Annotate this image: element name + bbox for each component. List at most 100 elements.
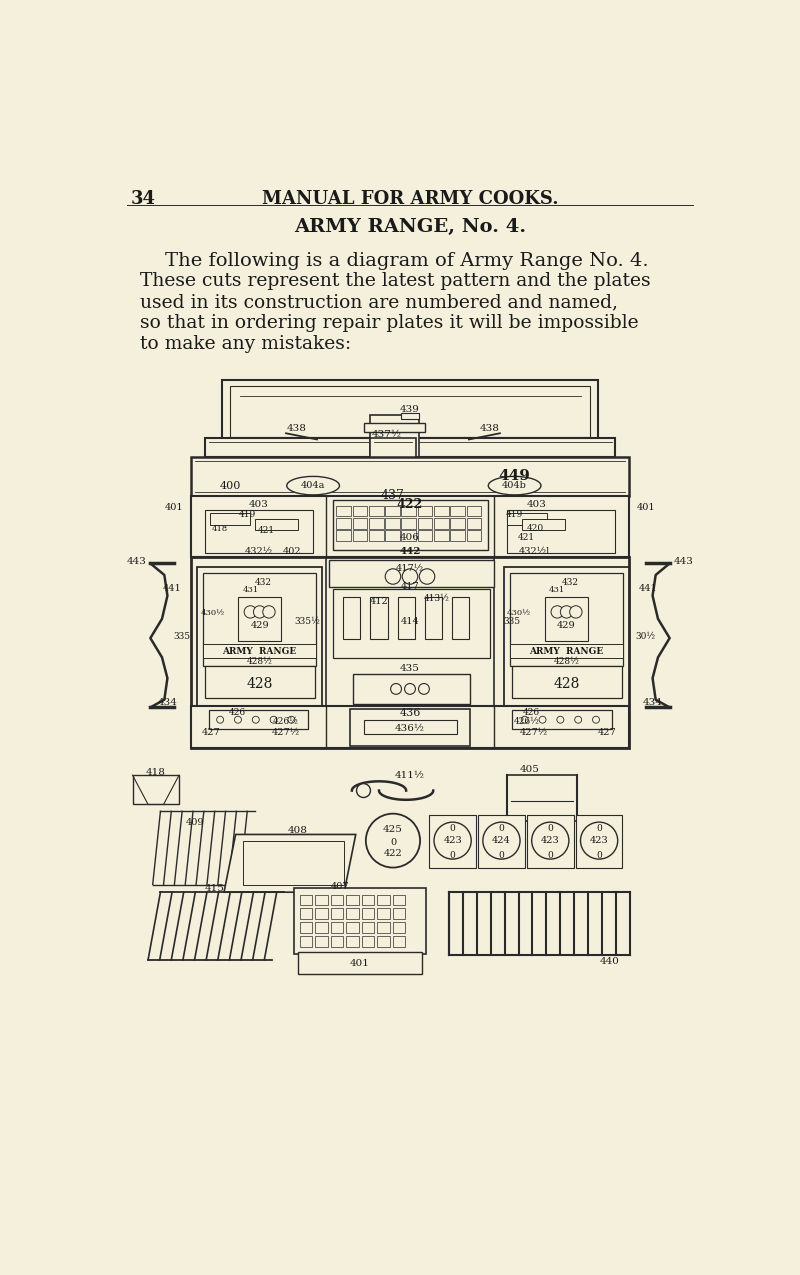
Text: ARMY  RANGE: ARMY RANGE — [530, 646, 604, 655]
Bar — [362, 922, 374, 933]
Text: 335½: 335½ — [294, 617, 320, 626]
Bar — [370, 437, 416, 527]
Text: 335: 335 — [503, 617, 520, 626]
Text: 439: 439 — [400, 405, 420, 414]
Bar — [346, 908, 359, 919]
Text: 424: 424 — [492, 836, 511, 845]
Text: 421: 421 — [518, 533, 535, 542]
Bar — [336, 518, 351, 529]
Text: 438: 438 — [287, 425, 306, 434]
Text: 0: 0 — [450, 824, 455, 833]
Bar — [343, 597, 361, 639]
Bar — [331, 936, 343, 947]
Text: 401: 401 — [350, 959, 370, 968]
Circle shape — [252, 717, 259, 723]
Text: 429: 429 — [558, 621, 576, 630]
Circle shape — [386, 569, 401, 584]
Text: to make any mistakes:: to make any mistakes: — [140, 335, 351, 353]
Bar — [507, 513, 547, 525]
Bar — [353, 530, 367, 541]
Bar — [364, 422, 425, 432]
Text: These cuts represent the latest pattern and the plates: These cuts represent the latest pattern … — [140, 273, 651, 291]
Text: 438: 438 — [480, 425, 500, 434]
Bar — [346, 936, 359, 947]
Circle shape — [288, 717, 295, 723]
Bar — [331, 895, 343, 905]
Text: 426: 426 — [229, 708, 246, 717]
Bar — [402, 518, 416, 529]
Text: 437½: 437½ — [372, 430, 402, 439]
Bar — [398, 597, 414, 639]
Text: 0: 0 — [450, 850, 455, 859]
Bar — [362, 908, 374, 919]
Bar — [401, 413, 419, 419]
Circle shape — [570, 606, 582, 618]
Bar — [370, 597, 387, 639]
Circle shape — [551, 606, 563, 618]
Text: 436½: 436½ — [395, 724, 425, 733]
Circle shape — [574, 717, 582, 723]
Circle shape — [217, 717, 224, 723]
Text: 417½: 417½ — [396, 565, 424, 574]
Text: 428: 428 — [554, 677, 580, 691]
Bar — [191, 706, 629, 748]
Text: 0: 0 — [498, 850, 504, 859]
Text: 419: 419 — [238, 510, 256, 519]
Bar — [298, 952, 422, 974]
Text: The following is a diagram of Army Range No. 4.: The following is a diagram of Army Range… — [140, 251, 649, 269]
Text: 401: 401 — [165, 502, 184, 511]
Bar — [362, 936, 374, 947]
Text: 443: 443 — [674, 557, 694, 566]
Circle shape — [402, 569, 418, 584]
Text: 431: 431 — [549, 586, 566, 594]
Text: 413½: 413½ — [424, 594, 450, 603]
Text: ARMY RANGE, No. 4.: ARMY RANGE, No. 4. — [294, 218, 526, 236]
Text: 335: 335 — [174, 632, 190, 641]
Text: 400: 400 — [219, 481, 241, 491]
Text: used in its construction are numbered and named,: used in its construction are numbered an… — [140, 293, 618, 311]
Bar — [362, 895, 374, 905]
Bar — [210, 513, 250, 525]
Text: MANUAL FOR ARMY COOKS.: MANUAL FOR ARMY COOKS. — [262, 190, 558, 208]
Bar — [205, 666, 314, 699]
Text: 427: 427 — [202, 728, 220, 737]
Bar — [466, 518, 482, 529]
Bar — [466, 506, 482, 516]
Bar — [386, 530, 400, 541]
Bar — [222, 380, 598, 444]
Text: 408: 408 — [288, 826, 307, 835]
Bar — [507, 510, 615, 552]
Text: 0: 0 — [390, 838, 396, 847]
Bar — [452, 597, 469, 639]
Text: 402: 402 — [283, 547, 302, 556]
Bar — [191, 458, 629, 496]
Bar — [353, 506, 367, 516]
Text: 432½: 432½ — [245, 547, 273, 556]
Bar — [369, 506, 384, 516]
Text: 425: 425 — [383, 825, 403, 834]
Text: 415: 415 — [205, 884, 225, 892]
Text: 437: 437 — [381, 490, 405, 502]
Bar — [378, 895, 390, 905]
Bar — [334, 589, 490, 658]
Text: so that in ordering repair plates it will be impossible: so that in ordering repair plates it wil… — [140, 314, 639, 332]
Text: ARMY  RANGE: ARMY RANGE — [222, 646, 297, 655]
Circle shape — [244, 606, 257, 618]
Text: 431: 431 — [242, 586, 258, 594]
Bar — [205, 437, 615, 458]
Text: 428: 428 — [246, 677, 273, 691]
Circle shape — [539, 717, 546, 723]
Circle shape — [483, 822, 520, 859]
Bar — [510, 644, 623, 658]
Text: 423: 423 — [590, 836, 609, 845]
Text: 401: 401 — [636, 502, 655, 511]
Text: 0: 0 — [547, 850, 553, 859]
Text: 404b: 404b — [502, 481, 527, 490]
Text: 0: 0 — [498, 824, 504, 833]
Text: 441: 441 — [162, 584, 182, 593]
Text: 418: 418 — [146, 768, 166, 776]
Text: 422: 422 — [383, 849, 402, 858]
Bar — [203, 644, 316, 658]
Bar — [330, 560, 494, 586]
Ellipse shape — [286, 477, 339, 495]
